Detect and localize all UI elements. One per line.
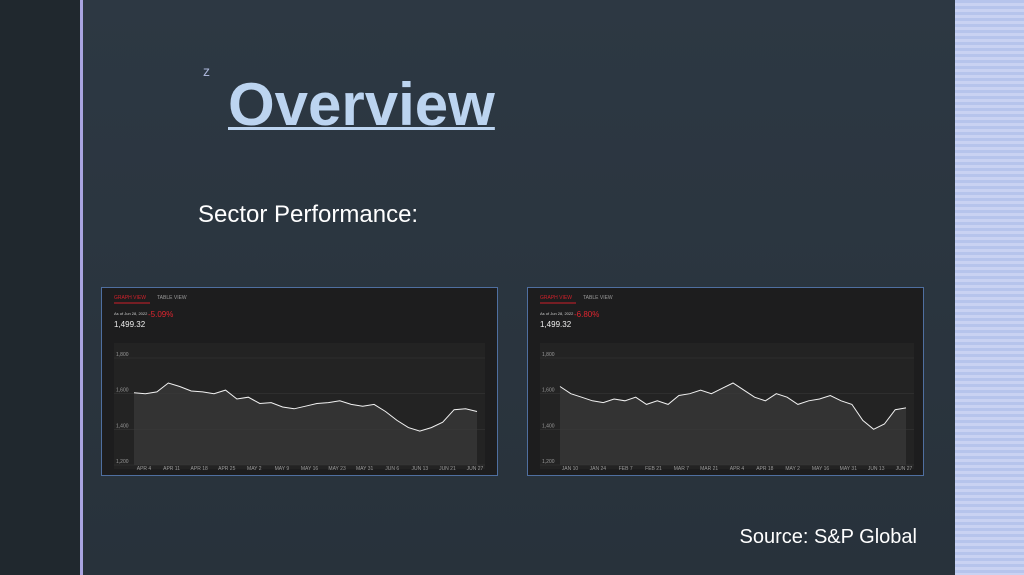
y-tick-label: 1,200	[542, 459, 555, 465]
x-tick-label: JUN 13	[868, 466, 885, 472]
x-tick-label: MAY 16	[301, 466, 319, 472]
x-tick-label: MAY 16	[812, 466, 830, 472]
x-tick-label: MAR 7	[674, 466, 690, 472]
x-tick-label: MAY 31	[356, 466, 374, 472]
x-tick-label: MAY 9	[275, 466, 290, 472]
x-tick-label: MAY 2	[247, 466, 262, 472]
x-tick-label: APR 4	[137, 466, 152, 472]
x-tick-label: MAY 2	[785, 466, 800, 472]
x-tick-label: JAN 24	[590, 466, 607, 472]
x-tick-label: JUN 27	[896, 466, 913, 472]
view-tab: TABLE VIEW	[157, 295, 187, 301]
y-tick-label: 1,400	[116, 423, 129, 429]
title: Overview	[228, 71, 495, 138]
y-tick-label: 1,600	[542, 388, 555, 394]
x-tick-label: JUN 6	[385, 466, 399, 472]
x-tick-label: JAN 10	[562, 466, 579, 472]
screenshot: GRAPH VIEW TABLE VIEW As of Jun 28, 2022 -5…	[101, 287, 498, 476]
left-bar	[0, 0, 80, 575]
y-tick-label: 1,200	[116, 459, 129, 465]
x-tick-label: APR 18	[756, 466, 773, 472]
x-tick-label: FEB 7	[619, 466, 633, 472]
y-tick-label: 1,400	[542, 423, 555, 429]
marker: z	[203, 63, 210, 79]
right-decoration	[955, 0, 1024, 575]
x-tick-label: JUN 13	[411, 466, 428, 472]
as-of: As of Jun 28, 2022	[540, 311, 574, 316]
y-tick-label: 1,800	[116, 352, 129, 358]
as-of: As of Jun 28, 2022	[114, 311, 148, 316]
x-tick-label: FEB 21	[645, 466, 662, 472]
area	[134, 383, 477, 465]
change: -5.09%	[148, 310, 173, 319]
y-tick-label: 1,600	[116, 388, 129, 394]
view-tab: TABLE VIEW	[583, 295, 613, 301]
screenshot: GRAPH VIEW TABLE VIEW As of Jun 28, 2022 -6…	[527, 287, 924, 476]
y-tick-label: 1,800	[542, 352, 555, 358]
change: -6.80%	[574, 310, 599, 319]
price: 1,499.32	[114, 320, 146, 329]
x-tick-label: APR 11	[163, 466, 180, 472]
x-tick-label: JUN 21	[439, 466, 456, 472]
price: 1,499.32	[540, 320, 572, 329]
x-tick-label: JUN 27	[467, 466, 484, 472]
x-tick-label: MAY 23	[328, 466, 346, 472]
source: Source: S&P Global	[739, 526, 917, 548]
x-tick-label: APR 4	[730, 466, 745, 472]
x-tick-label: APR 25	[218, 466, 235, 472]
line	[559, 382, 907, 430]
subtitle: Sector Performance:	[198, 201, 419, 228]
x-tick-label: MAR 21	[700, 466, 718, 472]
left-line	[80, 0, 83, 575]
view-tab: GRAPH VIEW	[540, 295, 572, 301]
area	[560, 383, 906, 465]
line	[133, 382, 478, 432]
x-tick-label: APR 18	[191, 466, 208, 472]
view-tab: GRAPH VIEW	[114, 295, 146, 301]
x-tick-label: MAY 31	[840, 466, 858, 472]
